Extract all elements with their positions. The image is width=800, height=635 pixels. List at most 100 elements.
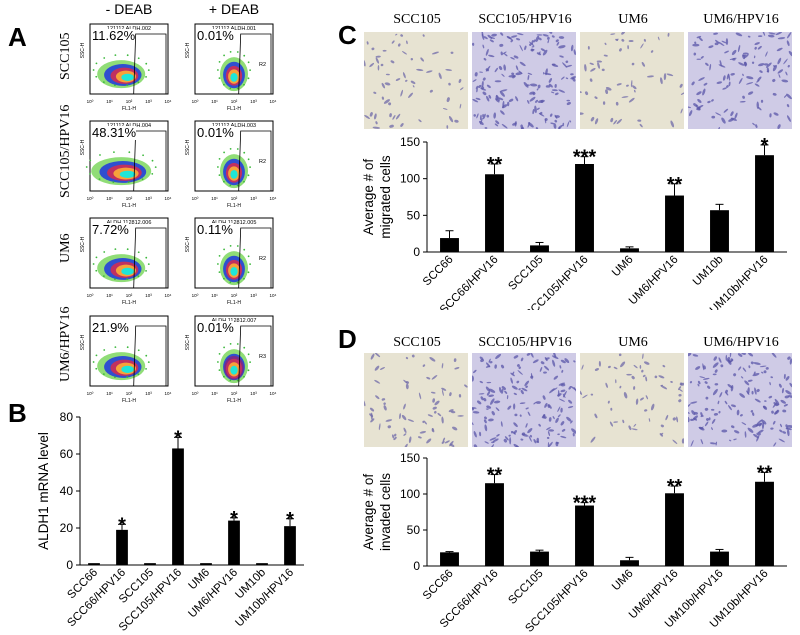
micrograph-cell (364, 114, 370, 120)
micrograph-cell (789, 358, 792, 365)
micrograph-cell (622, 419, 625, 424)
flow-point (89, 159, 92, 162)
flow-point (236, 148, 239, 150)
y-tick-label: 0 (413, 245, 420, 259)
micrograph-cell (493, 112, 497, 119)
micrograph-cell (659, 77, 663, 85)
flow-percentage: 0.11% (197, 222, 233, 237)
micrograph-cell (559, 55, 564, 58)
flow-point (114, 346, 117, 349)
micrograph-cell (752, 373, 760, 377)
flow-gate (238, 33, 272, 95)
micrograph-cell (746, 76, 754, 80)
micrograph-cell (702, 377, 710, 380)
micrograph-cell (719, 59, 722, 67)
micrograph-cell (496, 434, 500, 437)
micrograph-cell (499, 90, 505, 97)
micrograph-cell (660, 385, 668, 390)
flow-density-layer (121, 365, 134, 373)
micrograph-cell (458, 78, 462, 83)
micrograph-cell (750, 410, 754, 413)
micrograph-cell (412, 85, 415, 88)
micrograph-cell (697, 383, 700, 387)
flow-point (95, 269, 98, 272)
micrograph-cell (378, 423, 381, 431)
micrograph-cell (418, 392, 422, 400)
micrograph-cell (739, 414, 743, 417)
micrograph-cell (729, 57, 737, 60)
micrograph-cell (633, 364, 638, 369)
micrograph-cell (374, 353, 381, 358)
micrograph-cell (610, 33, 616, 35)
flow-point (145, 62, 148, 65)
flow-point (151, 159, 154, 162)
flow-x-tick-label: 10⁴ (270, 196, 277, 201)
micrograph-cell (747, 427, 754, 433)
micrograph-cell (519, 61, 526, 67)
y-tick-label: 80 (60, 410, 74, 424)
micrograph-cell (489, 361, 493, 364)
micrograph-cell (690, 401, 698, 404)
flow-point (137, 81, 140, 84)
micrograph-cell (546, 436, 550, 440)
micrograph-cell (527, 122, 531, 128)
significance-marker: *** (573, 147, 597, 169)
flow-point (217, 263, 219, 265)
micrograph-cell (715, 112, 722, 116)
flow-x-tick-label: 10⁴ (270, 391, 277, 396)
micrograph-cell (500, 364, 505, 369)
flow-x-axis-label: FL1-H (227, 398, 241, 404)
micrograph-cell (403, 403, 406, 410)
micrograph-cell (423, 420, 427, 425)
micrograph-cell (387, 425, 392, 429)
micrograph-cell (777, 37, 786, 40)
micrograph-cell (507, 405, 512, 410)
micrograph-cell (566, 101, 571, 106)
micrograph-cell (484, 441, 489, 444)
flow-point (137, 57, 140, 60)
micrograph-cell (568, 399, 573, 404)
flow-density-layer (119, 170, 136, 178)
flow-point (126, 84, 129, 87)
micrograph-cell (751, 390, 754, 395)
micrograph-cell (511, 72, 515, 76)
micrograph-cell (484, 416, 487, 420)
micrograph-cell (399, 413, 401, 420)
micrograph-cell (459, 103, 462, 109)
micrograph-cell (560, 421, 565, 426)
micrograph-cell (788, 50, 792, 57)
micrograph-cell (560, 389, 566, 393)
flow-y-axis-label: SSC-H (185, 236, 191, 252)
flow-y-axis-label: SSC-H (185, 139, 191, 155)
bar (256, 563, 268, 565)
micrograph-cell (472, 407, 475, 411)
micrograph-cell (724, 400, 728, 405)
flow-point (223, 54, 225, 57)
panel-letter-b: B (8, 398, 27, 428)
micrograph-cell (547, 39, 550, 44)
micrograph-cell (527, 72, 533, 75)
flow-point (154, 166, 157, 169)
panel-letter-a: A (8, 22, 27, 52)
flow-x-tick-label: 10² (231, 99, 238, 104)
micrograph-cell (696, 35, 702, 39)
micrograph-cell (452, 426, 458, 431)
flow-point (112, 181, 115, 184)
micrograph-cell (513, 392, 517, 396)
micrograph-cell (486, 84, 491, 89)
micrograph-cell (573, 386, 576, 393)
micrograph-cell (650, 50, 654, 53)
micrograph-cell (723, 108, 729, 113)
micrograph-cell (589, 62, 594, 65)
flow-point (151, 172, 154, 175)
micrograph-cell (517, 370, 523, 375)
micrograph-cell (714, 383, 719, 386)
y-tick-label: 100 (400, 172, 420, 186)
significance-marker: ** (487, 154, 503, 176)
micrograph-cell (556, 41, 560, 46)
micrograph-cell (494, 67, 498, 73)
micrograph-cell (539, 366, 543, 372)
micrograph-cell (547, 36, 550, 40)
micrograph-cell (544, 402, 548, 408)
flow-y-axis-label: SSC-H (80, 139, 86, 155)
